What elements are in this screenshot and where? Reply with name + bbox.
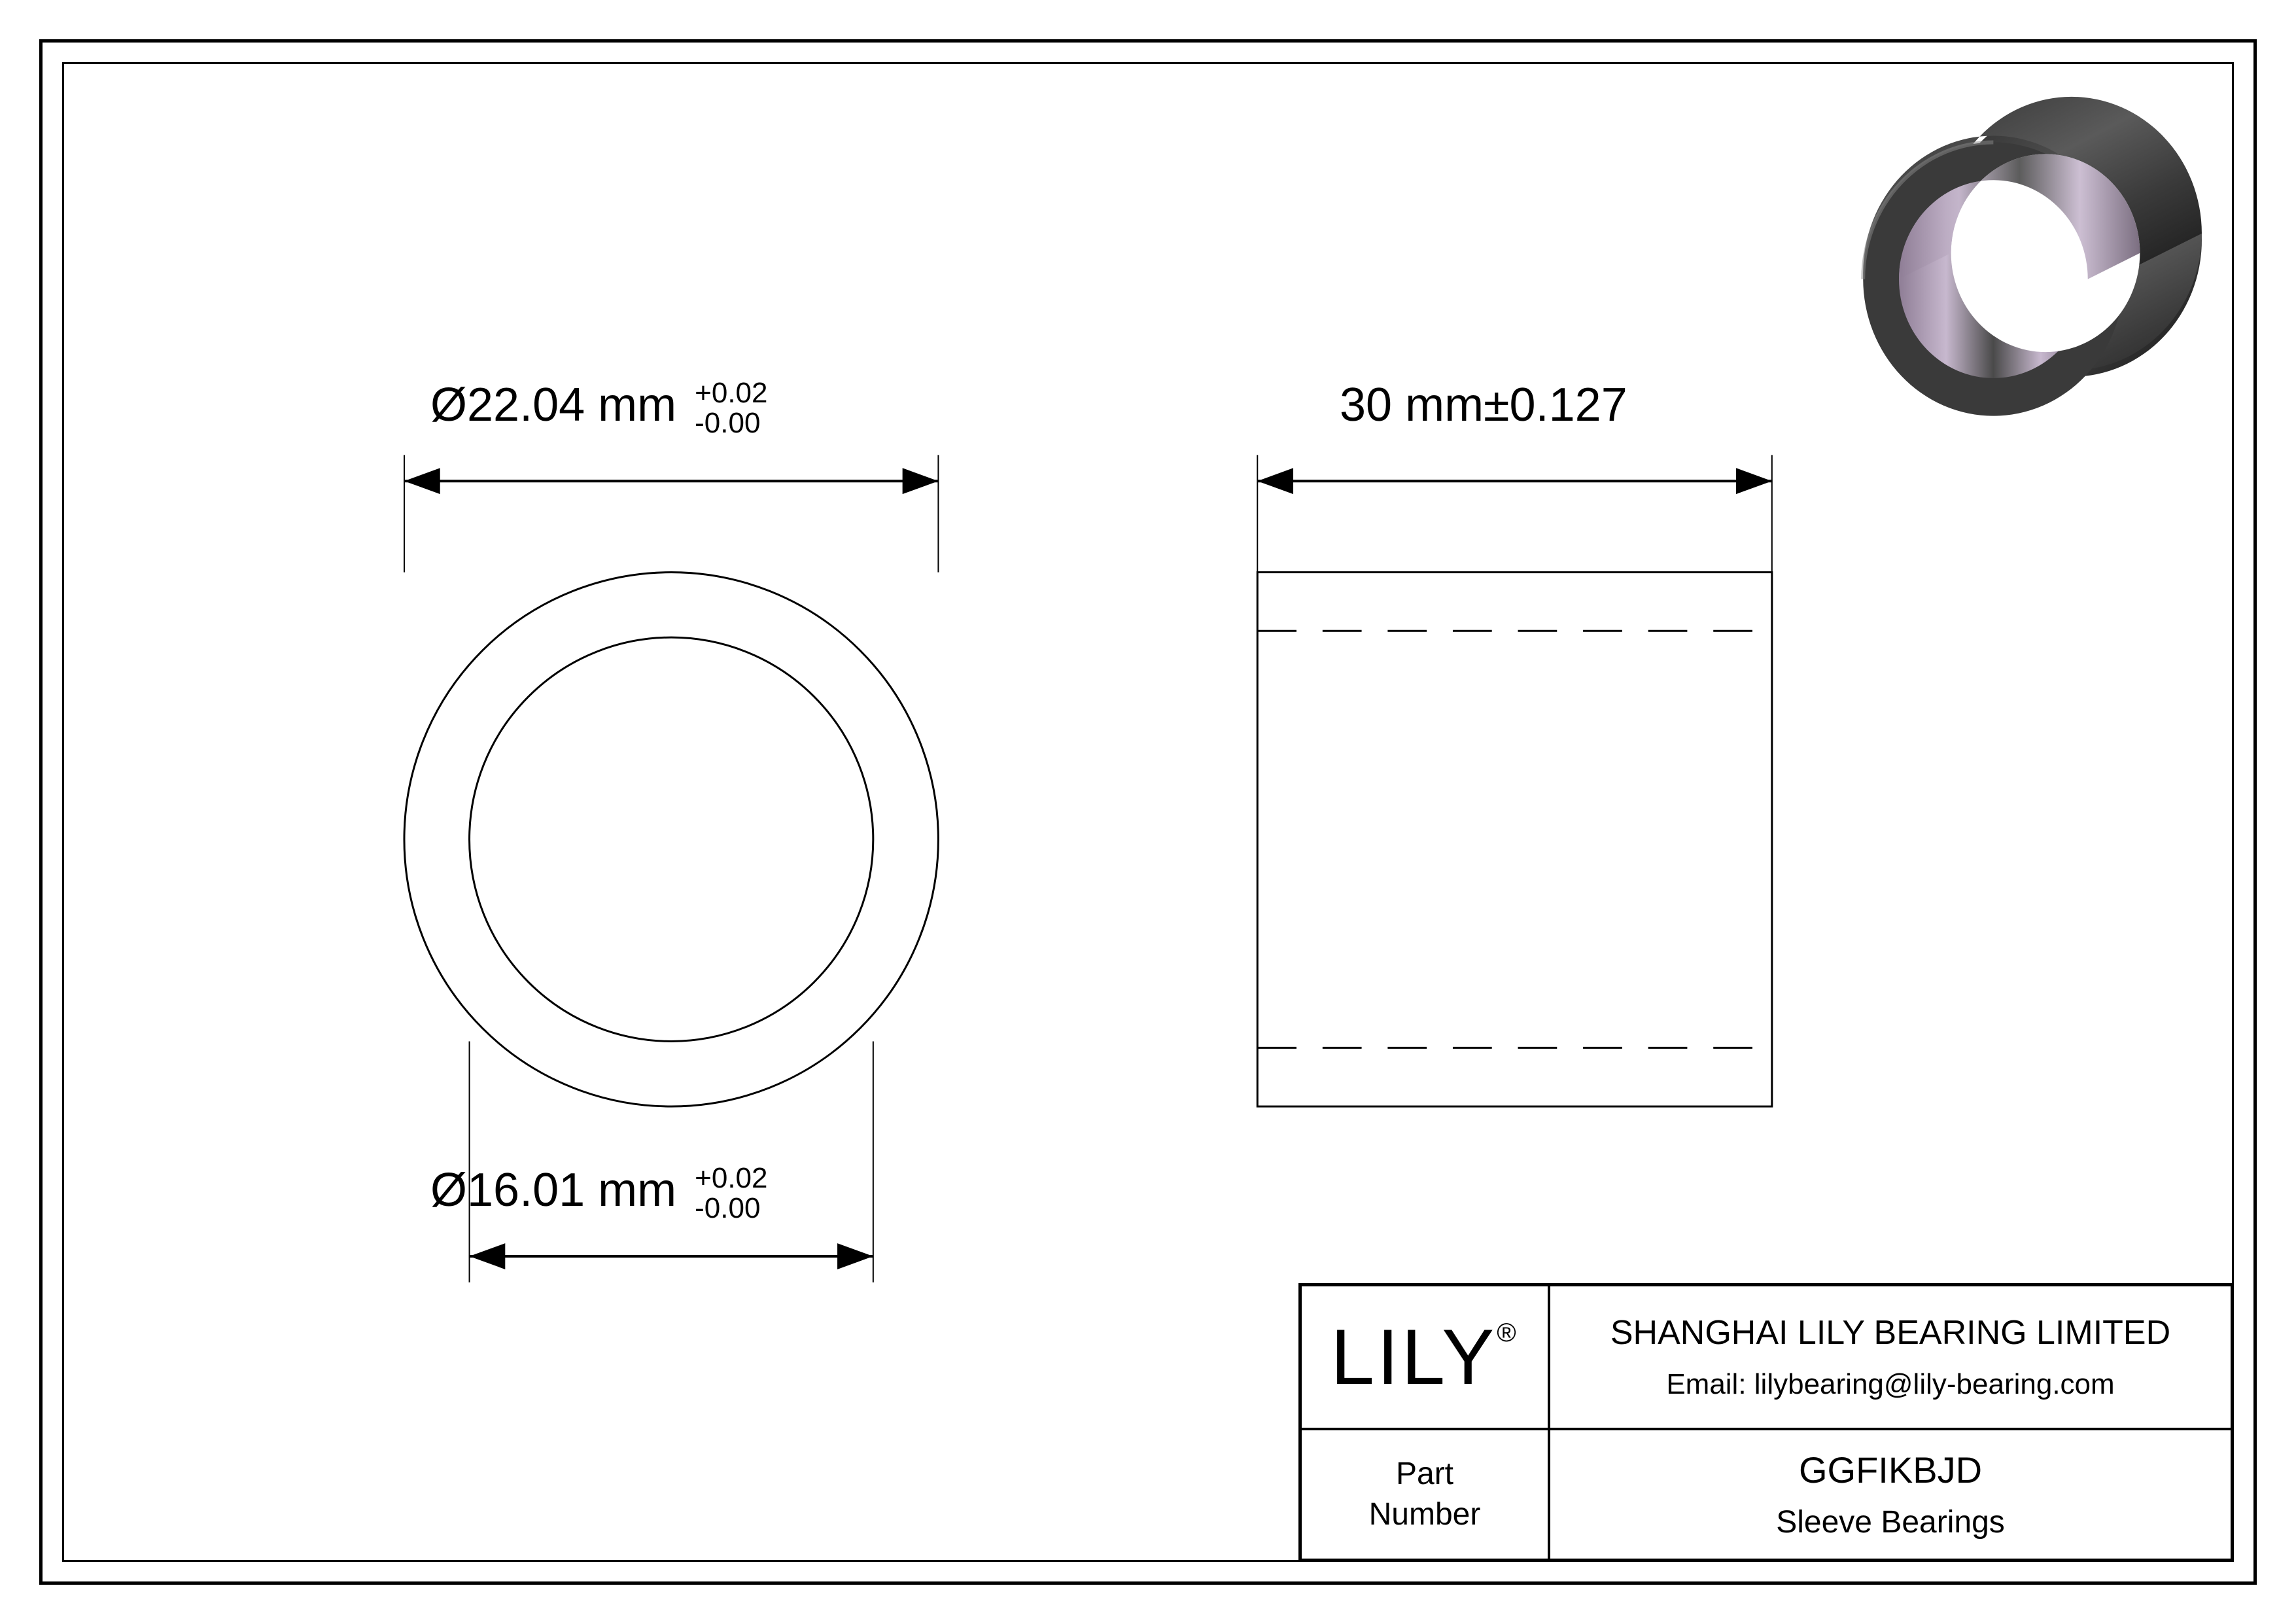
part-number-label-line2: Number <box>1369 1494 1481 1535</box>
inner-diameter-value: Ø16.01 mm <box>430 1164 676 1216</box>
length-label: 30 mm±0.127 <box>1340 378 1627 432</box>
logo-cell: LILY® <box>1300 1285 1549 1429</box>
part-number-label-line1: Part <box>1396 1454 1453 1494</box>
side-view <box>1257 573 1772 1106</box>
length-value: 30 mm±0.127 <box>1340 379 1627 431</box>
part-number-value: GGFIKBJD <box>1799 1449 1982 1491</box>
title-block: LILY® SHANGHAI LILY BEARING LIMITED Emai… <box>1298 1283 2234 1562</box>
inner-diameter-tolerance: +0.02 -0.00 <box>695 1163 767 1224</box>
dimension-outer-diameter <box>404 455 938 572</box>
outer-diameter-label: Ø22.04 mm +0.02 -0.00 <box>430 378 768 438</box>
logo-text: LILY <box>1331 1313 1497 1401</box>
part-number-value-cell: GGFIKBJD Sleeve Bearings <box>1549 1429 2232 1560</box>
logo-registered: ® <box>1497 1318 1518 1347</box>
drawing-inner-frame: Ø22.04 mm +0.02 -0.00 Ø16.01 mm +0.02 -0… <box>62 62 2234 1562</box>
product-name: Sleeve Bearings <box>1776 1504 2005 1540</box>
part-number-label-cell: Part Number <box>1300 1429 1549 1560</box>
outer-diameter-value: Ø22.04 mm <box>430 379 676 431</box>
inner-diameter-label: Ø16.01 mm +0.02 -0.00 <box>430 1163 768 1224</box>
dimension-length <box>1257 455 1772 572</box>
company-email: Email: lilybearing@lily-bearing.com <box>1666 1368 2114 1401</box>
outer-diameter-tolerance: +0.02 -0.00 <box>695 378 767 438</box>
isometric-render <box>1863 97 2202 416</box>
company-name: SHANGHAI LILY BEARING LIMITED <box>1610 1313 2170 1352</box>
dimension-inner-diameter <box>470 1041 873 1282</box>
drawing-sheet: Ø22.04 mm +0.02 -0.00 Ø16.01 mm +0.02 -0… <box>39 39 2257 1585</box>
front-view <box>404 573 938 1106</box>
company-cell: SHANGHAI LILY BEARING LIMITED Email: lil… <box>1549 1285 2232 1429</box>
